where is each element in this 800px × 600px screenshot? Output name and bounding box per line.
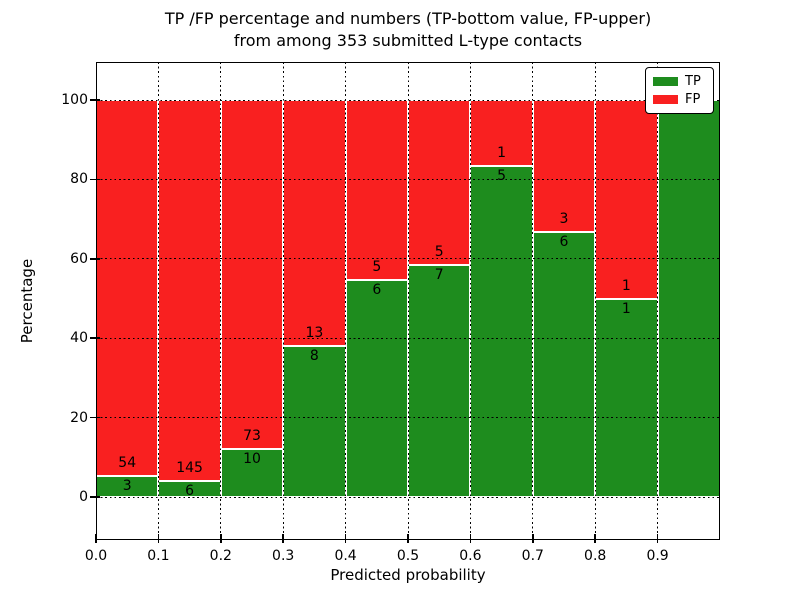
y-tick-label: 60 [70,250,88,267]
vertical-gridline [469,62,471,540]
bar-label-tp-count: 1 [621,300,631,317]
bar-label-fp-count: 13 [305,324,324,341]
legend-item-label: TP [685,73,701,89]
x-tick-label: 0.8 [584,548,607,564]
horizontal-gridline [96,337,720,339]
bar-segment-fp [470,100,533,167]
y-tick-label: 0 [79,489,88,505]
horizontal-gridline [96,178,720,180]
chart-title-line1: TP /FP percentage and numbers (TP-bottom… [164,9,652,28]
bar-segment-tp [532,232,596,497]
vertical-gridline [594,62,596,540]
bar-segment-tp [158,481,221,497]
x-tick-label: 0.3 [272,548,295,564]
vertical-gridline [345,62,347,540]
y-tick-mark [90,496,100,498]
legend-item: FP [653,92,706,107]
bar-segment-fp [220,100,284,450]
legend: TP FP [645,67,714,114]
x-tick-mark [532,534,534,543]
x-tick-mark [157,534,160,543]
bar-segment-tp [345,280,408,497]
bar-segment-fp [283,100,346,346]
y-tick-label: 20 [70,409,88,426]
vertical-gridline [220,62,222,540]
y-tick-mark [90,416,100,419]
bar-label-fp-count: 5 [372,259,382,276]
bar-segment-tp [283,345,346,497]
bar-label-fp-count: 73 [243,428,261,445]
bar-label-tp-count: 10 [243,451,261,468]
bar-segment-tp [220,449,284,497]
y-tick-mark [90,258,100,260]
x-tick-label: 0.9 [646,548,669,564]
bar-segment-fp [158,100,221,482]
vertical-gridline [282,62,284,540]
y-tick-label: 40 [70,330,88,347]
bar-label-fp-count: 1 [621,277,631,294]
legend-item-label: FP [685,92,701,108]
y-tick-mark [90,178,100,181]
bar-label-tp-count: 3 [122,478,132,495]
bar-label-fp-count: 1 [497,145,507,162]
vertical-gridline [532,62,534,540]
bar-label-tp-count: 6 [185,483,195,500]
x-tick-mark [594,534,596,543]
x-tick-mark [344,534,347,543]
x-tick-mark [95,534,97,543]
x-tick-label: 0.7 [521,548,544,564]
x-tick-mark [407,534,409,543]
bar-label-fp-count: 54 [118,455,137,472]
chart-title-line2: from among 353 submitted L-type contacts [233,31,583,50]
vertical-gridline [157,62,159,540]
bar-segment-fp [408,100,471,266]
x-tick-label: 0.6 [459,548,482,564]
horizontal-gridline [96,417,720,419]
x-axis-label: Predicted probability [330,566,486,584]
x-tick-label: 0.5 [396,548,420,564]
bar-segment-tp [408,265,471,497]
bar-segment-tp [470,166,533,497]
x-tick-label: 0.1 [147,548,170,564]
vertical-gridline [657,62,659,540]
bar-label-fp-count: 3 [559,211,569,228]
x-tick-label: 0.2 [209,548,232,564]
bar-segment-tp [595,298,658,497]
x-tick-mark [469,534,472,543]
bar-label-tp-count: 5 [497,168,507,185]
y-tick-label: 100 [61,92,88,108]
bar-segment-fp [595,100,658,299]
x-tick-mark [220,534,222,543]
bar-label-tp-count: 6 [372,282,382,299]
bar-label-fp-count: 145 [176,460,203,477]
bar-segment-tp [657,100,720,497]
bar-segment-fp [532,100,596,233]
bar-segment-fp [345,100,408,281]
y-tick-mark [90,337,100,339]
horizontal-gridline [96,496,720,498]
x-tick-mark [282,534,284,543]
x-tick-label: 0.0 [84,548,108,564]
x-tick-label: 0.4 [334,548,357,564]
y-tick-label: 80 [70,171,88,188]
horizontal-gridline [96,258,720,260]
plot-area: 5431456731013856571536111 [96,62,720,540]
y-axis-label: Percentage [18,258,36,344]
bar-label-tp-count: 8 [309,347,319,364]
y-tick-mark [90,99,100,101]
bar-label-fp-count: 5 [434,244,444,261]
horizontal-gridline [96,99,720,101]
bar-segment-fp [96,100,159,477]
bar-label-tp-count: 7 [434,267,444,284]
legend-item: TP [653,74,706,89]
tp-color-swatch [653,76,678,86]
x-tick-mark [656,534,659,543]
vertical-gridline [407,62,409,540]
bar-label-tp-count: 6 [559,234,569,251]
fp-color-swatch [653,95,678,105]
